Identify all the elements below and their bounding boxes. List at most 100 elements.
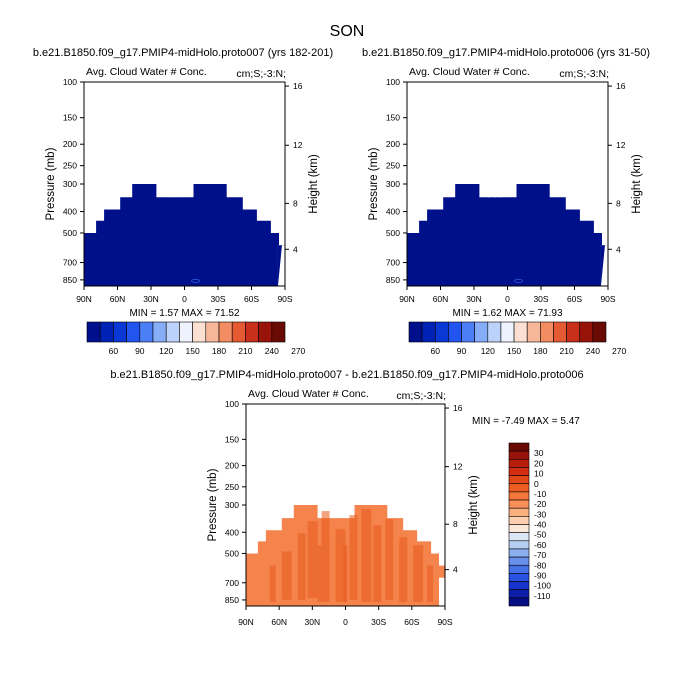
colorbar-box <box>408 321 423 343</box>
panel-title: b.e21.B1850.f09_g17.PMIP4-midHolo.proto0… <box>362 47 650 59</box>
colorbar-label: -10 <box>534 489 547 499</box>
x-tick-label: 90N <box>238 617 254 627</box>
y2-tick-label: 12 <box>616 140 626 150</box>
colorbar-box <box>139 321 154 343</box>
colorbar-box <box>508 475 530 485</box>
colorbar-box <box>245 321 259 343</box>
y-axis-title: Pressure (mb) <box>368 147 380 220</box>
streak <box>307 521 318 598</box>
colorbar-label: -80 <box>534 560 547 570</box>
data-field <box>84 184 285 286</box>
colorbar-label: -110 <box>534 591 551 601</box>
colorbar-box <box>508 597 530 607</box>
colorbar-box <box>448 321 462 343</box>
colorbar: 60 90 120 150 180 210 240 270 <box>86 321 306 356</box>
colorbar-box <box>508 556 530 566</box>
colorbar-label: -50 <box>534 530 547 540</box>
y-tick-label: 150 <box>225 434 239 444</box>
colorbar-box <box>126 321 141 343</box>
colorbar: 60 90 120 150 180 210 240 270 <box>408 321 626 356</box>
colorbar-box <box>508 589 530 599</box>
colorbar-box <box>508 483 530 493</box>
streak <box>281 551 292 600</box>
colorbar-box <box>540 321 554 343</box>
y-tick-label: 100 <box>386 77 400 87</box>
data-field <box>246 505 445 606</box>
y-tick-label: 400 <box>225 527 239 537</box>
y2-tick-label: 4 <box>293 244 298 254</box>
x-tick-label: 90S <box>277 294 292 304</box>
colorbar-label: -70 <box>534 550 547 560</box>
colorbar-box <box>99 321 114 343</box>
colorbar-box <box>579 321 594 343</box>
x-tick-label: 60S <box>404 617 419 627</box>
y2-tick-label: 8 <box>293 198 298 208</box>
y-tick-label: 200 <box>386 139 400 149</box>
colorbar-label: 0 <box>534 479 539 489</box>
colorbar-box <box>179 321 193 343</box>
y2-tick-label: 8 <box>616 198 621 208</box>
y-tick-label: 200 <box>63 139 77 149</box>
streak <box>373 525 382 602</box>
panel-3: b.e21.B1850.f09_g17.PMIP4-midHolo.proto0… <box>110 369 583 627</box>
colorbar-box <box>500 321 515 343</box>
colorbar-label: 270 <box>612 346 626 356</box>
terrain-mask <box>600 245 608 286</box>
colorbar-box <box>508 442 530 452</box>
y-tick-label: 500 <box>63 228 77 238</box>
y-tick-label: 400 <box>386 207 400 217</box>
colorbar-box <box>526 321 541 343</box>
x-tick-label: 0 <box>182 294 187 304</box>
colorbar-box <box>508 499 530 509</box>
colorbar-label: 270 <box>291 346 305 356</box>
streak <box>321 511 330 602</box>
variable-label: Avg. Cloud Water # Conc. <box>409 66 530 78</box>
gap <box>175 184 177 198</box>
colorbar-box <box>258 321 273 343</box>
streak <box>361 509 372 602</box>
x-tick-label: 90S <box>600 294 615 304</box>
colorbar-box <box>231 321 246 343</box>
x-tick-label: 0 <box>343 617 348 627</box>
colorbar-box <box>508 458 530 468</box>
colorbar-label: -90 <box>534 570 547 580</box>
colorbar-label: 90 <box>457 346 467 356</box>
streak <box>385 519 394 600</box>
colorbar-box <box>271 321 286 343</box>
gap <box>171 184 173 198</box>
colorbar-box <box>508 581 530 590</box>
y-tick-label: 500 <box>225 548 239 558</box>
x-tick-label: 0 <box>505 294 510 304</box>
colorbar-label: 150 <box>507 346 521 356</box>
cloud-field <box>407 184 608 286</box>
colorbar-box <box>592 321 607 343</box>
colorbar-label: 10 <box>534 469 544 479</box>
y-axis-title: Pressure (mb) <box>207 468 219 541</box>
colorbar-label: 240 <box>586 346 600 356</box>
units-label: cm;S;-3:N; <box>559 68 609 80</box>
min-max-text: MIN = 1.57 MAX = 71.52 <box>129 308 239 319</box>
colorbar-box <box>508 524 530 533</box>
colorbar-box <box>434 321 449 343</box>
colorbar-box <box>508 573 530 582</box>
x-tick-label: 90N <box>76 294 92 304</box>
x-tick-label: 30N <box>305 617 321 627</box>
colorbar-box <box>192 321 207 343</box>
colorbar-box <box>566 321 581 343</box>
x-tick-label: 30S <box>371 617 386 627</box>
colorbar: 3020100-10-20-30-40-50-60-70-80-90-100-1… <box>508 442 551 607</box>
colorbar-label: 240 <box>265 346 279 356</box>
y-tick-label: 300 <box>386 179 400 189</box>
cloud-field <box>84 184 285 286</box>
panel-1: b.e21.B1850.f09_g17.PMIP4-midHolo.proto0… <box>33 47 333 356</box>
y2-tick-label: 12 <box>293 140 303 150</box>
streak <box>427 565 434 602</box>
y-tick-label: 700 <box>225 578 239 588</box>
colorbar-label: 180 <box>533 346 547 356</box>
terrain-mask <box>277 245 285 286</box>
colorbar-label: 210 <box>238 346 252 356</box>
streak <box>413 545 424 602</box>
y-tick-label: 850 <box>225 595 239 605</box>
y-tick-label: 250 <box>225 482 239 492</box>
min-max-text: MIN = -7.49 MAX = 5.47 <box>472 416 580 427</box>
